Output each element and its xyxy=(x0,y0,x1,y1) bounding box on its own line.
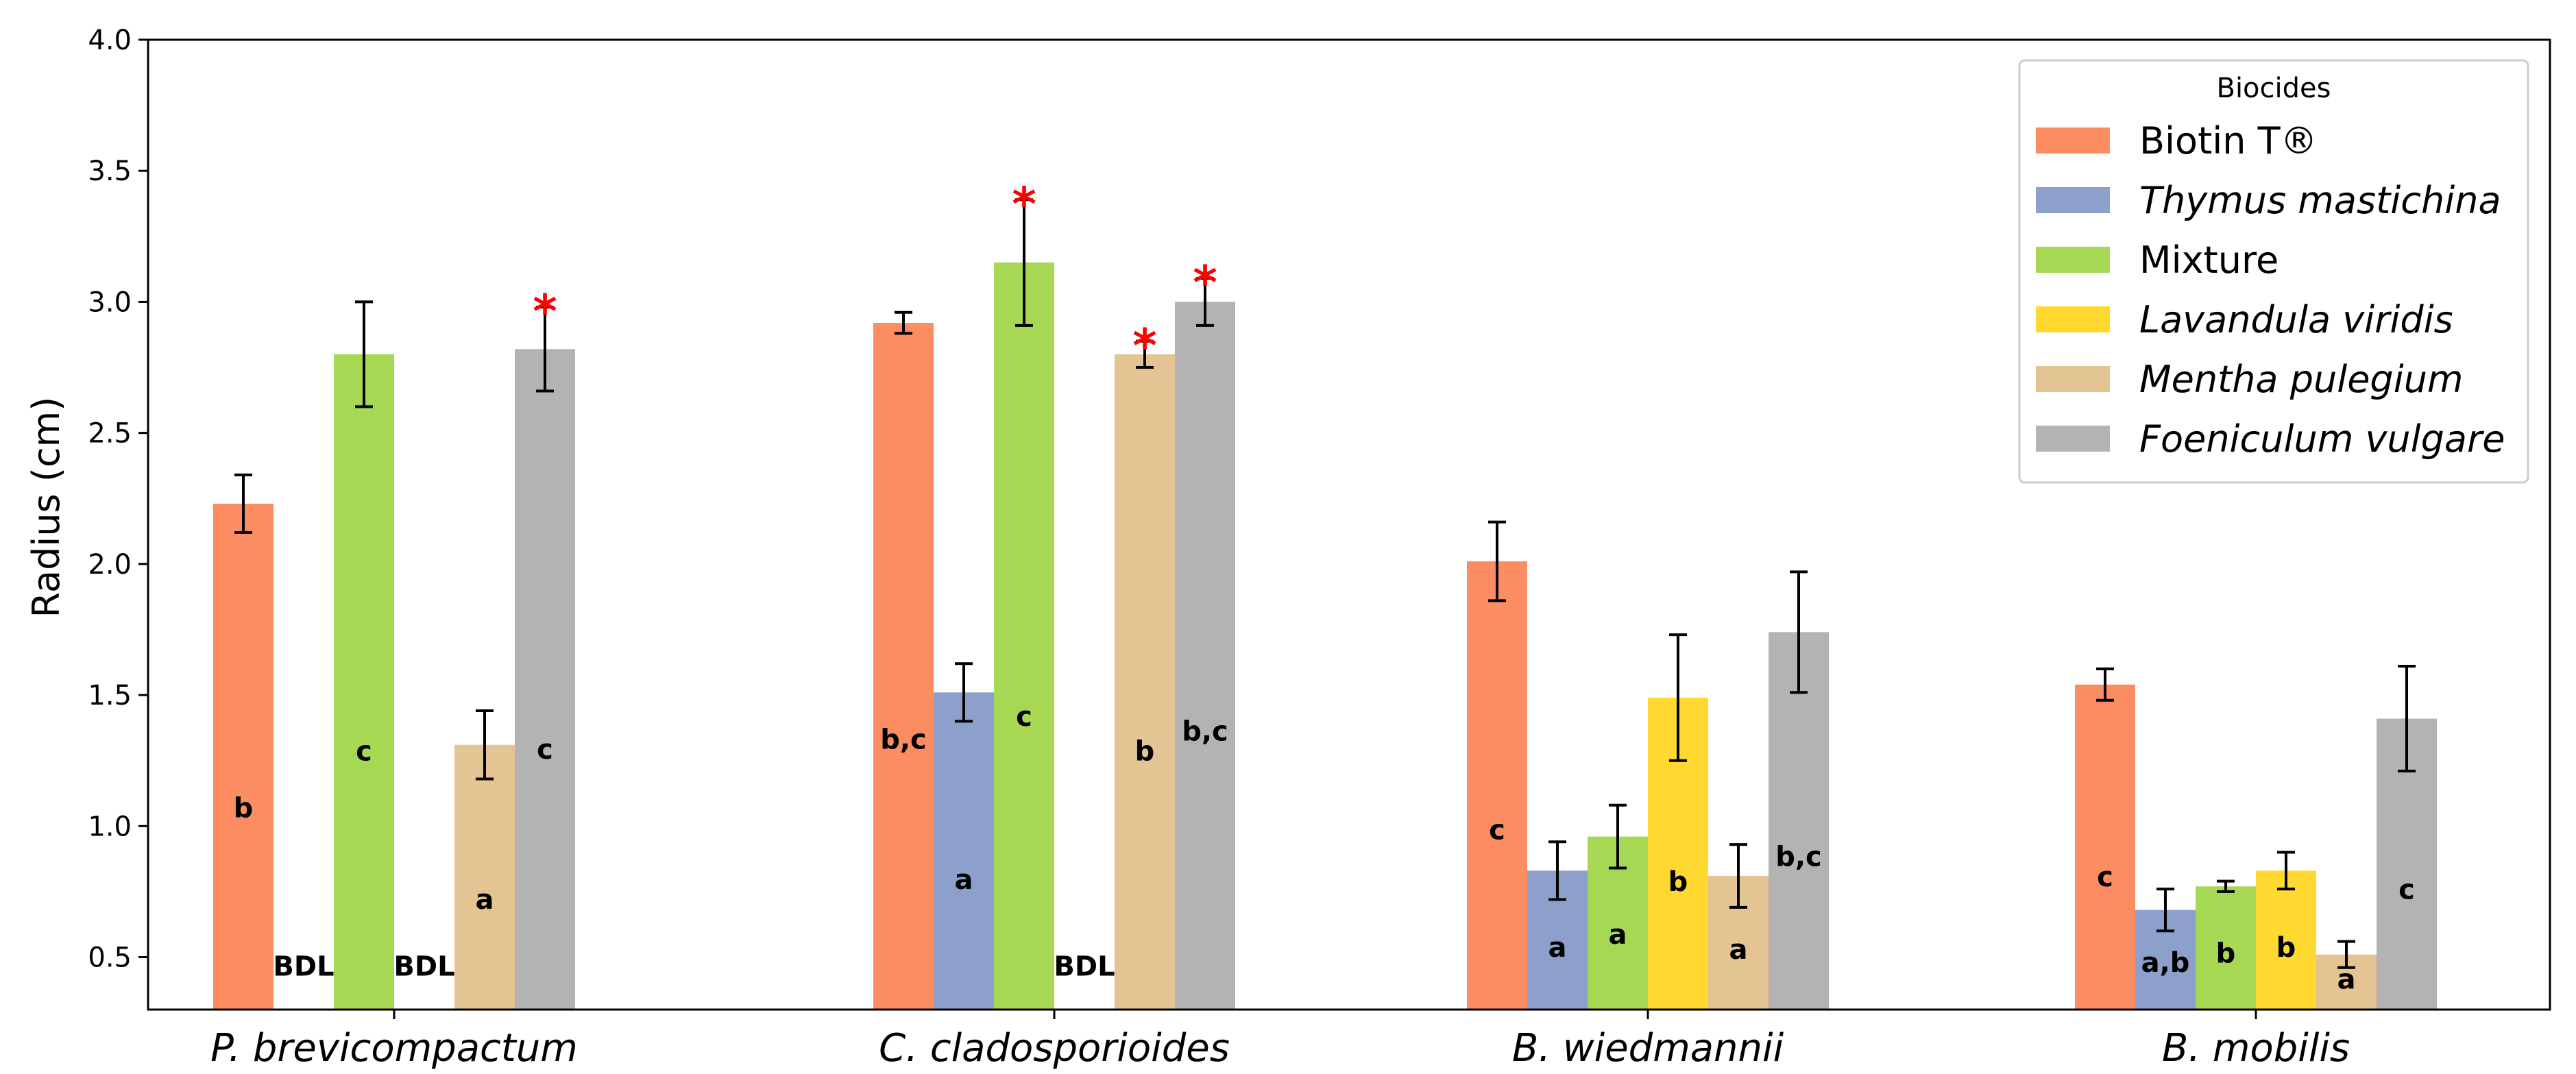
group-letter-5-0: c xyxy=(537,734,553,766)
bar-4-1 xyxy=(1115,354,1175,1010)
group-letter-1-3: a,b xyxy=(2141,947,2190,979)
y-tick-label-2: 1.5 xyxy=(88,680,132,711)
group-letter-1-2: a xyxy=(1548,932,1567,964)
y-axis-label: Radius (cm) xyxy=(25,397,68,618)
legend-label-4: Mentha pulegium xyxy=(2139,358,2464,401)
group-letter-0-0: b xyxy=(234,793,254,825)
x-category-label-0: P. brevicompactum xyxy=(210,1026,578,1071)
legend-swatch-3 xyxy=(2036,306,2110,332)
group-letter-0-2: c xyxy=(1489,814,1505,846)
significance-star-4-1: * xyxy=(1132,319,1157,374)
group-letter-2-0: c xyxy=(356,736,372,768)
legend-label-5: Foeniculum vulgare xyxy=(2139,417,2505,461)
bar-0-1 xyxy=(873,323,934,1010)
y-axis: 0.5 1.0 1.5 2.0 2.5 3.0 3.5 4.0 xyxy=(88,25,148,974)
significance-star-5-0: * xyxy=(533,285,557,339)
legend-swatch-5 xyxy=(2036,426,2110,452)
bars-layer xyxy=(213,263,2437,1010)
group-letter-0-1: b,c xyxy=(880,724,927,755)
legend[interactable]: Biocides Biotin T® Thymus mastichina Mixtu… xyxy=(2018,59,2529,484)
bdl-label-3-0: BDL xyxy=(393,951,454,982)
error-bars-layer xyxy=(234,198,2416,969)
bar-2-0 xyxy=(334,354,394,1010)
legend-swatch-1 xyxy=(2036,187,2110,213)
group-letter-3-2: b xyxy=(1668,866,1688,898)
group-letter-5-3: c xyxy=(2398,875,2415,906)
legend-label-2: Mixture xyxy=(2139,239,2279,282)
bdl-label-1-0: BDL xyxy=(273,951,334,982)
group-letter-2-3: b xyxy=(2216,938,2236,970)
legend-swatch-4 xyxy=(2036,366,2110,392)
group-letter-5-1: b,c xyxy=(1182,716,1228,748)
x-axis: P. brevicompactum C. cladosporioides B. wi… xyxy=(210,1010,2350,1071)
bar-0-3 xyxy=(2075,684,2135,1010)
group-letter-4-2: a xyxy=(1729,934,1748,966)
x-category-label-1: C. cladosporioides xyxy=(879,1026,1230,1071)
bar-4-0 xyxy=(454,744,515,1010)
legend-label-0: Biotin T® xyxy=(2139,119,2318,162)
bar-3-3 xyxy=(2256,870,2316,1010)
x-category-label-2: B. wiedmannii xyxy=(1512,1026,1784,1071)
bar-5-0 xyxy=(515,349,575,1010)
significance-star-2-1: * xyxy=(1012,178,1036,232)
legend-swatch-2 xyxy=(2036,247,2110,273)
bdl-label-3-1: BDL xyxy=(1054,951,1115,982)
bar-0-0 xyxy=(213,503,274,1010)
bar-1-1 xyxy=(934,692,994,1010)
legend-label-3: Lavandula viridis xyxy=(2139,298,2453,341)
group-letter-0-3: c xyxy=(2097,862,2113,893)
y-tick-label-0: 0.5 xyxy=(88,942,132,974)
group-letter-1-1: a xyxy=(955,864,973,896)
y-tick-label-1: 1.0 xyxy=(88,811,132,842)
group-letter-4-1: b xyxy=(1135,736,1155,768)
bar-5-2 xyxy=(1769,632,1829,1010)
legend-title: Biocides xyxy=(2217,73,2331,104)
group-labels-layer: b b,c c c BDL a a a,b c * c a b BDL BDL b b a * b a a * c * b,c b,… xyxy=(234,178,2415,995)
x-category-label-3: B. mobilis xyxy=(2162,1026,2350,1071)
y-tick-label-7: 4.0 xyxy=(88,25,132,56)
legend-box xyxy=(2018,59,2529,484)
y-tick-label-5: 3.0 xyxy=(88,286,132,318)
group-letter-4-0: a xyxy=(476,884,494,916)
bar-5-1 xyxy=(1175,302,1235,1010)
bar-2-1 xyxy=(994,263,1054,1010)
group-letter-2-1: c xyxy=(1016,701,1032,733)
y-tick-label-4: 2.5 xyxy=(88,418,132,450)
y-tick-label-6: 3.5 xyxy=(88,156,132,187)
group-letter-4-3: a xyxy=(2337,964,2356,995)
plot-area-frame xyxy=(147,38,2551,1011)
legend-label-1: Thymus mastichina xyxy=(2139,179,2501,222)
y-tick-label-3: 2.0 xyxy=(88,549,132,581)
bar-0-2 xyxy=(1467,561,1527,1010)
bar-2-3 xyxy=(2196,886,2256,1010)
legend-swatch-0 xyxy=(2036,127,2110,154)
group-letter-3-3: b xyxy=(2276,932,2296,964)
significance-star-5-1: * xyxy=(1193,256,1217,310)
group-letter-2-2: a xyxy=(1609,919,1627,951)
group-letter-5-2: b,c xyxy=(1775,842,1822,873)
